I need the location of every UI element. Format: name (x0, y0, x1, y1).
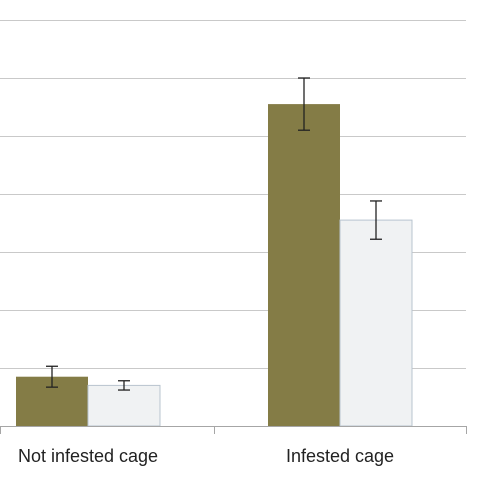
bars (16, 104, 413, 427)
bar (87, 384, 161, 427)
x-tick-label: Infested cage (286, 446, 394, 466)
x-axis (0, 426, 467, 434)
bar (268, 104, 340, 426)
error-bars (46, 77, 382, 391)
x-tick-label: Not infested cage (18, 446, 158, 466)
gridlines (0, 20, 466, 369)
x-tick-labels: Not infested cage Infested cage (18, 446, 394, 466)
bar (339, 219, 413, 427)
